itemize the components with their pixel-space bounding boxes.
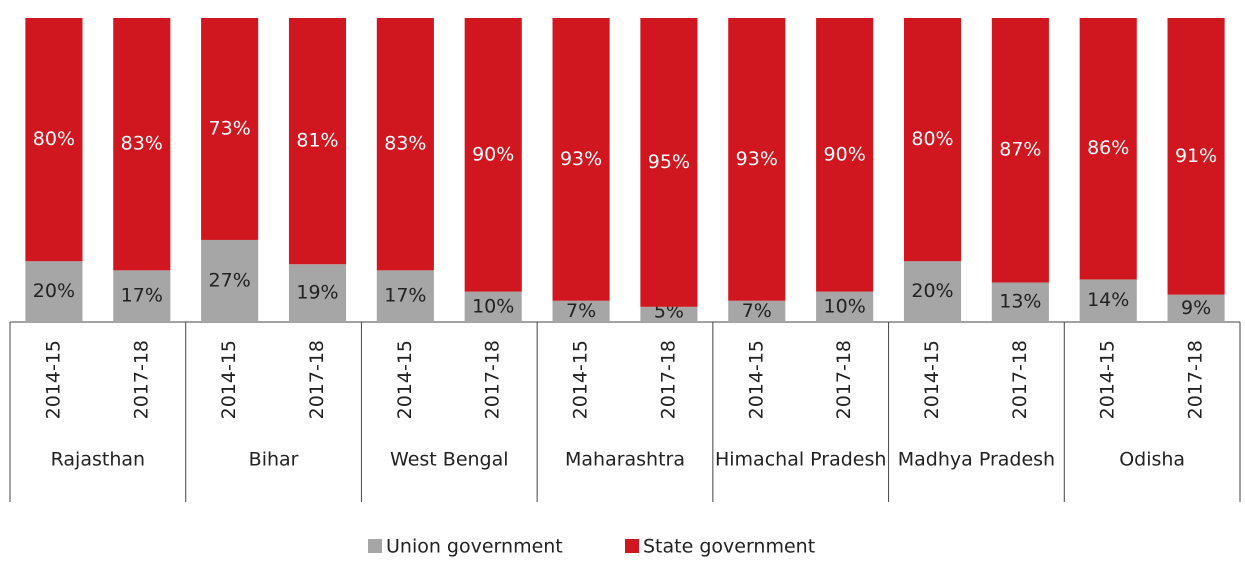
bar-segment <box>288 264 347 322</box>
bar-segment <box>640 18 698 307</box>
bar-segment <box>113 18 171 271</box>
bar-segment <box>376 270 434 322</box>
x-tick-label: 2014-15 <box>921 340 943 419</box>
data-label: 90% <box>824 143 866 165</box>
bar-segment <box>640 306 698 322</box>
data-label: 93% <box>736 148 778 170</box>
bar-segment <box>1167 294 1225 322</box>
data-label: 7% <box>566 300 596 322</box>
bar-segment <box>1079 18 1137 280</box>
bar-segment <box>288 18 347 265</box>
data-label: 81% <box>296 130 338 152</box>
group-label: Rajasthan <box>51 449 145 471</box>
data-label: 93% <box>560 148 602 170</box>
group-label: Bihar <box>249 449 299 471</box>
data-label: 86% <box>1087 137 1129 159</box>
bar-segment <box>201 239 259 322</box>
data-label: 13% <box>999 291 1041 313</box>
data-label: 73% <box>209 117 251 139</box>
data-label: 90% <box>472 143 514 165</box>
x-tick-label: 2014-15 <box>394 340 416 419</box>
legend-label: Union government <box>386 536 563 558</box>
x-tick-label: 2014-15 <box>218 340 240 419</box>
data-label: 10% <box>824 295 866 317</box>
x-tick-label: 2014-15 <box>42 340 64 419</box>
bar-segment <box>991 282 1049 322</box>
x-tick-label: 2017-18 <box>482 340 504 419</box>
data-label: 9% <box>1181 297 1211 319</box>
bar-segment <box>552 18 610 301</box>
x-tick-label: 2017-18 <box>306 340 328 419</box>
group-label: Odisha <box>1119 449 1185 471</box>
group-label: West Bengal <box>390 449 509 471</box>
x-tick-label: 2017-18 <box>1009 340 1031 419</box>
data-label: 95% <box>648 151 690 173</box>
data-label: 91% <box>1175 145 1217 167</box>
bar-segment <box>113 270 171 322</box>
group-label: Himachal Pradesh <box>715 449 886 471</box>
bar-segment <box>464 291 522 322</box>
data-label: 7% <box>742 300 772 322</box>
data-label: 83% <box>384 133 426 155</box>
data-label: 27% <box>209 269 251 291</box>
bar-segment <box>376 18 434 271</box>
data-label: 80% <box>33 128 75 150</box>
x-tick-label: 2017-18 <box>833 340 855 419</box>
bar-segment <box>816 291 874 322</box>
bar-segment <box>903 18 962 262</box>
bar-segment <box>1079 279 1137 322</box>
x-tick-label: 2017-18 <box>130 340 152 419</box>
data-label: 83% <box>121 133 163 155</box>
bar-segment <box>816 18 874 292</box>
data-label: 20% <box>911 280 953 302</box>
bar-segment <box>728 18 786 301</box>
x-tick-label: 2017-18 <box>1185 340 1207 419</box>
bar-segment <box>728 300 786 322</box>
legend-label: State government <box>643 536 815 558</box>
data-label: 14% <box>1087 289 1129 311</box>
data-label: 80% <box>911 128 953 150</box>
bar-segment <box>552 300 610 322</box>
bar-segment <box>991 18 1049 283</box>
x-tick-label: 2014-15 <box>745 340 767 419</box>
data-label: 17% <box>384 285 426 307</box>
data-label: 87% <box>999 139 1041 161</box>
x-tick-label: 2017-18 <box>657 340 679 419</box>
legend-swatch <box>368 539 382 553</box>
x-tick-label: 2014-15 <box>1097 340 1119 419</box>
data-label: 10% <box>472 295 514 317</box>
bar-segment <box>201 18 259 240</box>
bar-segment <box>25 18 83 262</box>
data-label: 20% <box>33 280 75 302</box>
data-label: 17% <box>121 285 163 307</box>
group-label: Madhya Pradesh <box>898 449 1055 471</box>
legend-swatch <box>625 539 639 553</box>
data-label: 19% <box>296 282 338 304</box>
bar-segment <box>1167 18 1225 295</box>
x-tick-label: 2014-15 <box>570 340 592 419</box>
bar-segment <box>25 261 83 322</box>
bar-segment <box>464 18 522 292</box>
group-label: Maharashtra <box>565 449 685 471</box>
bar-segment <box>903 261 962 322</box>
